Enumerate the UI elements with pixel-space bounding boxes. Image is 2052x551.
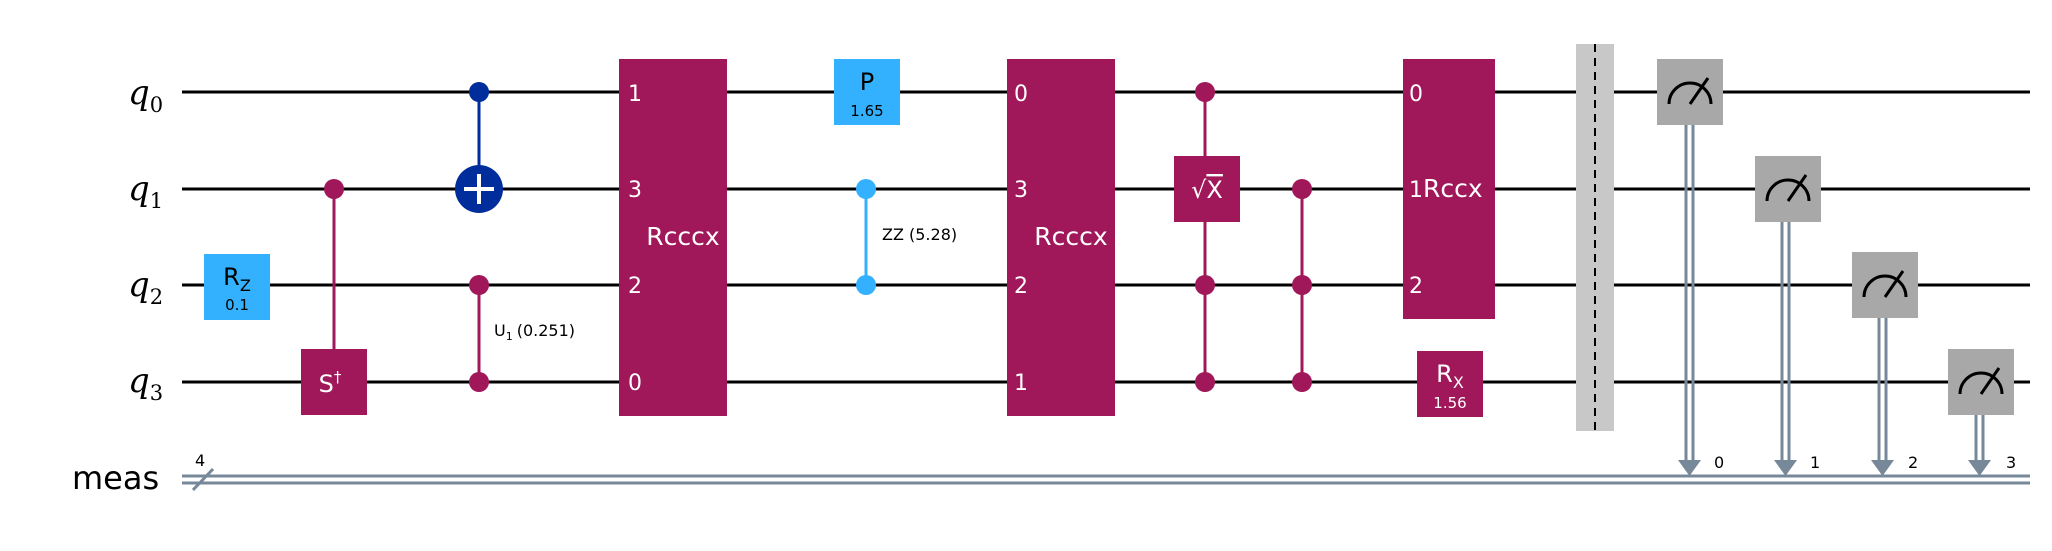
svg-text:1: 1 xyxy=(1014,371,1028,396)
rx-gate[interactable]: RX 1.56 xyxy=(1417,351,1483,417)
svg-text:3: 3 xyxy=(1014,178,1028,203)
control-dot xyxy=(324,179,344,199)
control-dot xyxy=(1292,179,1312,199)
svg-text:P: P xyxy=(860,68,874,96)
phase-gate[interactable]: P 1.65 xyxy=(834,59,900,125)
control-dot xyxy=(1292,372,1312,392)
control-dot xyxy=(856,275,876,295)
svg-text:1: 1 xyxy=(1409,178,1423,203)
classical-bit-count: 4 xyxy=(195,451,205,470)
ccsx-gate[interactable]: √X xyxy=(1174,82,1240,392)
svg-text:2: 2 xyxy=(628,274,642,299)
measure-target: 3 xyxy=(2006,453,2016,472)
measure-gauge-icon xyxy=(1958,371,2004,395)
svg-text:1: 1 xyxy=(628,82,642,107)
svg-text:S†: S† xyxy=(319,368,342,398)
rcccx-label: Rcccx xyxy=(646,222,719,251)
wire-label-q3: q3 xyxy=(128,361,163,405)
svg-text:0: 0 xyxy=(628,371,642,396)
zz-gate[interactable]: ZZ (5.28) xyxy=(856,179,957,295)
wire-label-q2: q2 xyxy=(128,265,163,309)
u1-label: U1 (0.251) xyxy=(494,321,575,343)
controlled-sdg-gate[interactable]: S† xyxy=(301,179,367,415)
measure-gauge-icon xyxy=(1862,274,1908,298)
measure-q0[interactable]: 0 xyxy=(1657,59,1724,476)
arrow-down-icon xyxy=(1774,460,1797,476)
measure-target: 0 xyxy=(1714,453,1724,472)
wire-label-q1: q1 xyxy=(128,169,163,213)
svg-text:RX: RX xyxy=(1436,360,1464,392)
ccz-gate[interactable] xyxy=(1292,179,1312,392)
barrier xyxy=(1576,44,1614,431)
rccx-label: Rccx xyxy=(1423,174,1483,203)
rccx-gate[interactable]: 0 1 2 Rccx xyxy=(1403,59,1495,319)
svg-text:2: 2 xyxy=(1409,274,1423,299)
rcccx-label: Rcccx xyxy=(1034,222,1107,251)
cnot-gate[interactable] xyxy=(455,82,503,213)
wire-label-meas: meas xyxy=(72,459,159,497)
control-dot xyxy=(469,372,489,392)
measure-q2[interactable]: 2 xyxy=(1852,252,1918,476)
control-dot xyxy=(1292,275,1312,295)
zz-label: ZZ (5.28) xyxy=(882,225,957,244)
measure-target: 2 xyxy=(1908,453,1918,472)
rz-gate[interactable]: RZ 0.1 xyxy=(204,254,270,320)
arrow-down-icon xyxy=(1871,460,1894,476)
arrow-down-icon xyxy=(1968,460,1991,476)
measure-target: 1 xyxy=(1810,453,1820,472)
control-dot xyxy=(856,179,876,199)
svg-text:0: 0 xyxy=(1014,82,1028,107)
rcccx-gate-2[interactable]: 0 3 2 1 Rcccx xyxy=(1007,59,1115,416)
control-dot xyxy=(469,82,489,102)
wire-label-q0: q0 xyxy=(128,73,163,117)
svg-text:0: 0 xyxy=(1409,82,1423,107)
measure-gauge-icon xyxy=(1667,81,1713,105)
svg-text:√X: √X xyxy=(1191,176,1223,204)
rcccx-gate-1[interactable]: 1 3 2 0 Rcccx xyxy=(619,59,727,416)
control-dot xyxy=(1195,82,1215,102)
svg-text:3: 3 xyxy=(628,178,642,203)
svg-text:RZ: RZ xyxy=(223,263,251,295)
control-dot xyxy=(469,275,489,295)
control-dot xyxy=(1195,372,1215,392)
arrow-down-icon xyxy=(1678,460,1701,476)
measure-q3[interactable]: 3 xyxy=(1948,349,2016,476)
phase-param: 1.65 xyxy=(850,102,883,120)
rx-param: 1.56 xyxy=(1433,394,1466,412)
measure-gauge-icon xyxy=(1765,178,1811,202)
rz-param: 0.1 xyxy=(225,296,249,314)
cu1-gate[interactable]: U1 (0.251) xyxy=(469,275,575,392)
classical-bus-slash xyxy=(191,467,215,492)
control-dot xyxy=(1195,275,1215,295)
measure-q1[interactable]: 1 xyxy=(1755,156,1821,476)
svg-text:2: 2 xyxy=(1014,274,1028,299)
